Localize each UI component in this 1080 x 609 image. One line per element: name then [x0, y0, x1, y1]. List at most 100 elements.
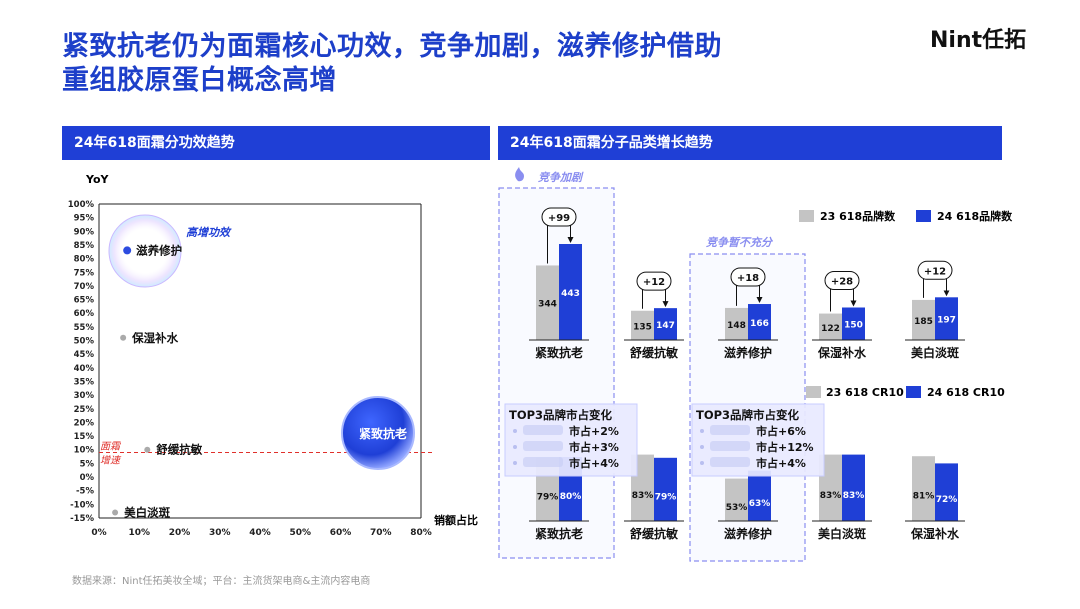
y-tick-label: 60% — [74, 309, 95, 319]
category-label: 舒缓抗敏 — [629, 526, 679, 541]
x-tick-label: 20% — [169, 528, 191, 538]
bar-24 — [748, 304, 771, 340]
y-tick-label: 35% — [74, 377, 95, 387]
insufficient-annotation: 竞争暂不充分 — [706, 236, 774, 249]
x-tick-label: 60% — [330, 528, 352, 538]
category-label: 紧致抗老 — [535, 345, 583, 360]
y-tick-label: 100% — [68, 200, 95, 210]
y-tick-label: 85% — [74, 241, 95, 251]
y-tick-label: 90% — [74, 227, 95, 237]
bar-24 — [842, 454, 865, 521]
y-tick-label: 15% — [74, 432, 95, 442]
bar-24 — [654, 457, 677, 521]
brand-logo: Nint任拓 — [930, 28, 1027, 53]
bar-23 — [725, 478, 748, 521]
bar-23 — [725, 307, 748, 340]
bar-23 — [631, 310, 654, 340]
y-tick-label: -10% — [70, 500, 94, 510]
bar-24-value: 147 — [656, 321, 675, 331]
bar-24 — [935, 297, 958, 340]
bar-23-value: 53% — [726, 503, 748, 513]
bar-24 — [748, 470, 771, 521]
legend-swatch-24 — [916, 210, 931, 222]
blurred-brand-name — [710, 425, 750, 435]
bar-24 — [842, 307, 865, 340]
bar-24-value: 166 — [750, 319, 769, 329]
y-axis-label: YoY — [85, 173, 110, 186]
bar-24-value: 72% — [936, 495, 958, 505]
x-tick-label: 30% — [209, 528, 231, 538]
delta-pill — [917, 260, 953, 280]
y-tick-label: 40% — [74, 364, 95, 374]
highlight-bubble-soap — [108, 214, 182, 288]
y-tick-label: 20% — [74, 418, 95, 428]
y-tick-label: 10% — [74, 446, 95, 456]
threshold-label-1: 面霜 — [100, 441, 122, 452]
y-tick-label: 65% — [74, 296, 95, 306]
category-label: 滋养修护 — [724, 526, 772, 541]
y-tick-label: 80% — [74, 255, 95, 265]
point-label: 保湿补水 — [131, 331, 178, 345]
scatter-point — [144, 446, 151, 453]
bar-24-value: 443 — [561, 289, 580, 299]
delta-pill — [636, 271, 672, 291]
legend-swatch-cr10-24 — [906, 386, 921, 398]
bar-23 — [819, 454, 842, 521]
bar-24-value: 79% — [655, 492, 677, 502]
bar-23-value: 135 — [633, 322, 652, 332]
scatter-point — [123, 246, 132, 255]
bar-23-value: 344 — [538, 300, 557, 310]
bar-23-value: 148 — [727, 321, 746, 331]
legend-label-cr10-23: 23 618 CR10 — [826, 386, 904, 399]
bar-24-value: 150 — [844, 321, 863, 331]
threshold-label-2: 增速 — [100, 454, 122, 466]
y-tick-label: -5% — [76, 487, 94, 497]
legend-swatch-23 — [799, 210, 814, 222]
x-axis-label: 销额占比 — [434, 513, 478, 527]
share-change: 市占+4% — [756, 456, 806, 470]
bar-24 — [559, 244, 582, 340]
blurred-brand-name — [523, 457, 563, 467]
blurred-brand-name — [523, 441, 563, 451]
bar-23-value: 81% — [913, 492, 935, 502]
bar-23 — [912, 299, 935, 340]
page-title-line-2: 重组胶原蛋白概念高增 — [62, 65, 337, 96]
bar-24 — [654, 308, 677, 340]
bullet-dot — [513, 461, 517, 465]
delta-label: +18 — [737, 273, 759, 284]
blurred-brand-name — [710, 441, 750, 451]
share-change: 市占+6% — [756, 424, 806, 438]
point-label: 美白淡斑 — [124, 506, 170, 520]
delta-pill — [541, 207, 577, 227]
delta-pill — [824, 270, 860, 290]
share-change: 市占+4% — [569, 456, 619, 470]
blurred-brand-name — [710, 457, 750, 467]
bar-23 — [536, 265, 559, 340]
bullet-dot — [700, 445, 704, 449]
page-title-line-1: 紧致抗老仍为面霜核心功效，竞争加剧，滋养修护借助 — [62, 31, 722, 62]
blurred-brand-name — [523, 425, 563, 435]
legend-label-23: 23 618品牌数 — [820, 209, 896, 223]
page-title: 紧致抗老仍为面霜核心功效，竞争加剧，滋养修护借助 重组胶原蛋白概念高增 — [62, 30, 862, 98]
x-tick-label: 0% — [91, 528, 106, 538]
category-label: 保湿补水 — [910, 526, 960, 541]
bar-23-value: 79% — [537, 492, 559, 502]
share-box-jinzhi-title: TOP3品牌市占变化 — [509, 408, 613, 422]
y-tick-label: 75% — [74, 268, 95, 278]
y-tick-label: 70% — [74, 282, 95, 292]
y-tick-label: 50% — [74, 337, 95, 347]
fire-icon — [515, 167, 524, 182]
share-box-ziyang-title: TOP3品牌市占变化 — [696, 408, 800, 422]
bar-23-value: 122 — [821, 324, 840, 334]
source-note: 数据来源：Nint任拓美妆全域；平台：主流货架电商&主流内容电商 — [72, 576, 371, 587]
y-tick-label: 95% — [74, 214, 95, 224]
share-change: 市占+3% — [569, 440, 619, 454]
high-growth-label: 高增功效 — [186, 226, 232, 239]
y-tick-label: 25% — [74, 405, 95, 415]
scatter-point — [112, 509, 119, 516]
bar-24-value: 80% — [560, 492, 582, 502]
bullet-dot — [700, 429, 704, 433]
category-label: 美白淡斑 — [818, 526, 866, 541]
bar-24-value: 83% — [843, 491, 865, 501]
